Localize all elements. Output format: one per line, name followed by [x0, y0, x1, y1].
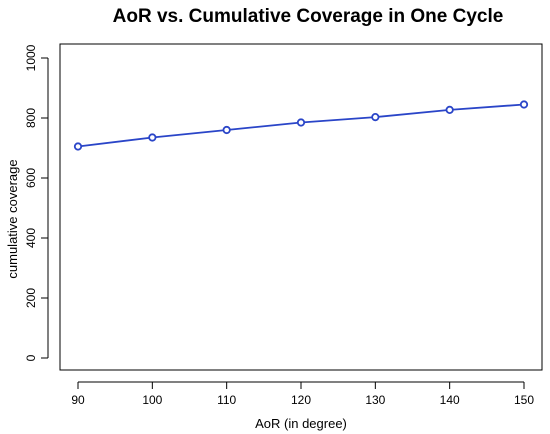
x-axis: 90 100 110 120 130 140 150 — [71, 381, 534, 407]
x-tick-label: 90 — [71, 393, 85, 407]
x-tick-label: 100 — [142, 393, 162, 407]
y-tick-label: 200 — [24, 288, 38, 308]
data-point — [222, 125, 231, 135]
y-tick-label: 1000 — [24, 44, 38, 71]
y-axis-label: cumulative coverage — [5, 159, 20, 278]
y-tick-label: 400 — [24, 228, 38, 248]
x-tick-label: 140 — [440, 393, 460, 407]
y-tick-label: 600 — [24, 168, 38, 188]
data-point — [73, 142, 83, 151]
data-point — [148, 133, 157, 142]
y-tick-label: 0 — [24, 354, 38, 361]
x-tick-label: 110 — [217, 393, 236, 407]
series-layer — [73, 100, 529, 151]
chart-title: AoR vs. Cumulative Coverage in One Cycle — [113, 6, 504, 27]
x-axis-label: AoR (in degree) — [255, 416, 347, 431]
data-point — [519, 100, 529, 109]
data-point — [296, 118, 306, 127]
data-point — [445, 105, 454, 115]
plot-frame — [59, 43, 543, 371]
x-tick-label: 120 — [291, 393, 311, 407]
data-point — [371, 113, 380, 122]
x-tick-label: 130 — [365, 393, 385, 407]
y-tick-label: 800 — [24, 108, 38, 128]
x-tick-label: 150 — [514, 393, 534, 407]
y-axis: 0 200 400 600 800 1000 — [24, 44, 49, 361]
